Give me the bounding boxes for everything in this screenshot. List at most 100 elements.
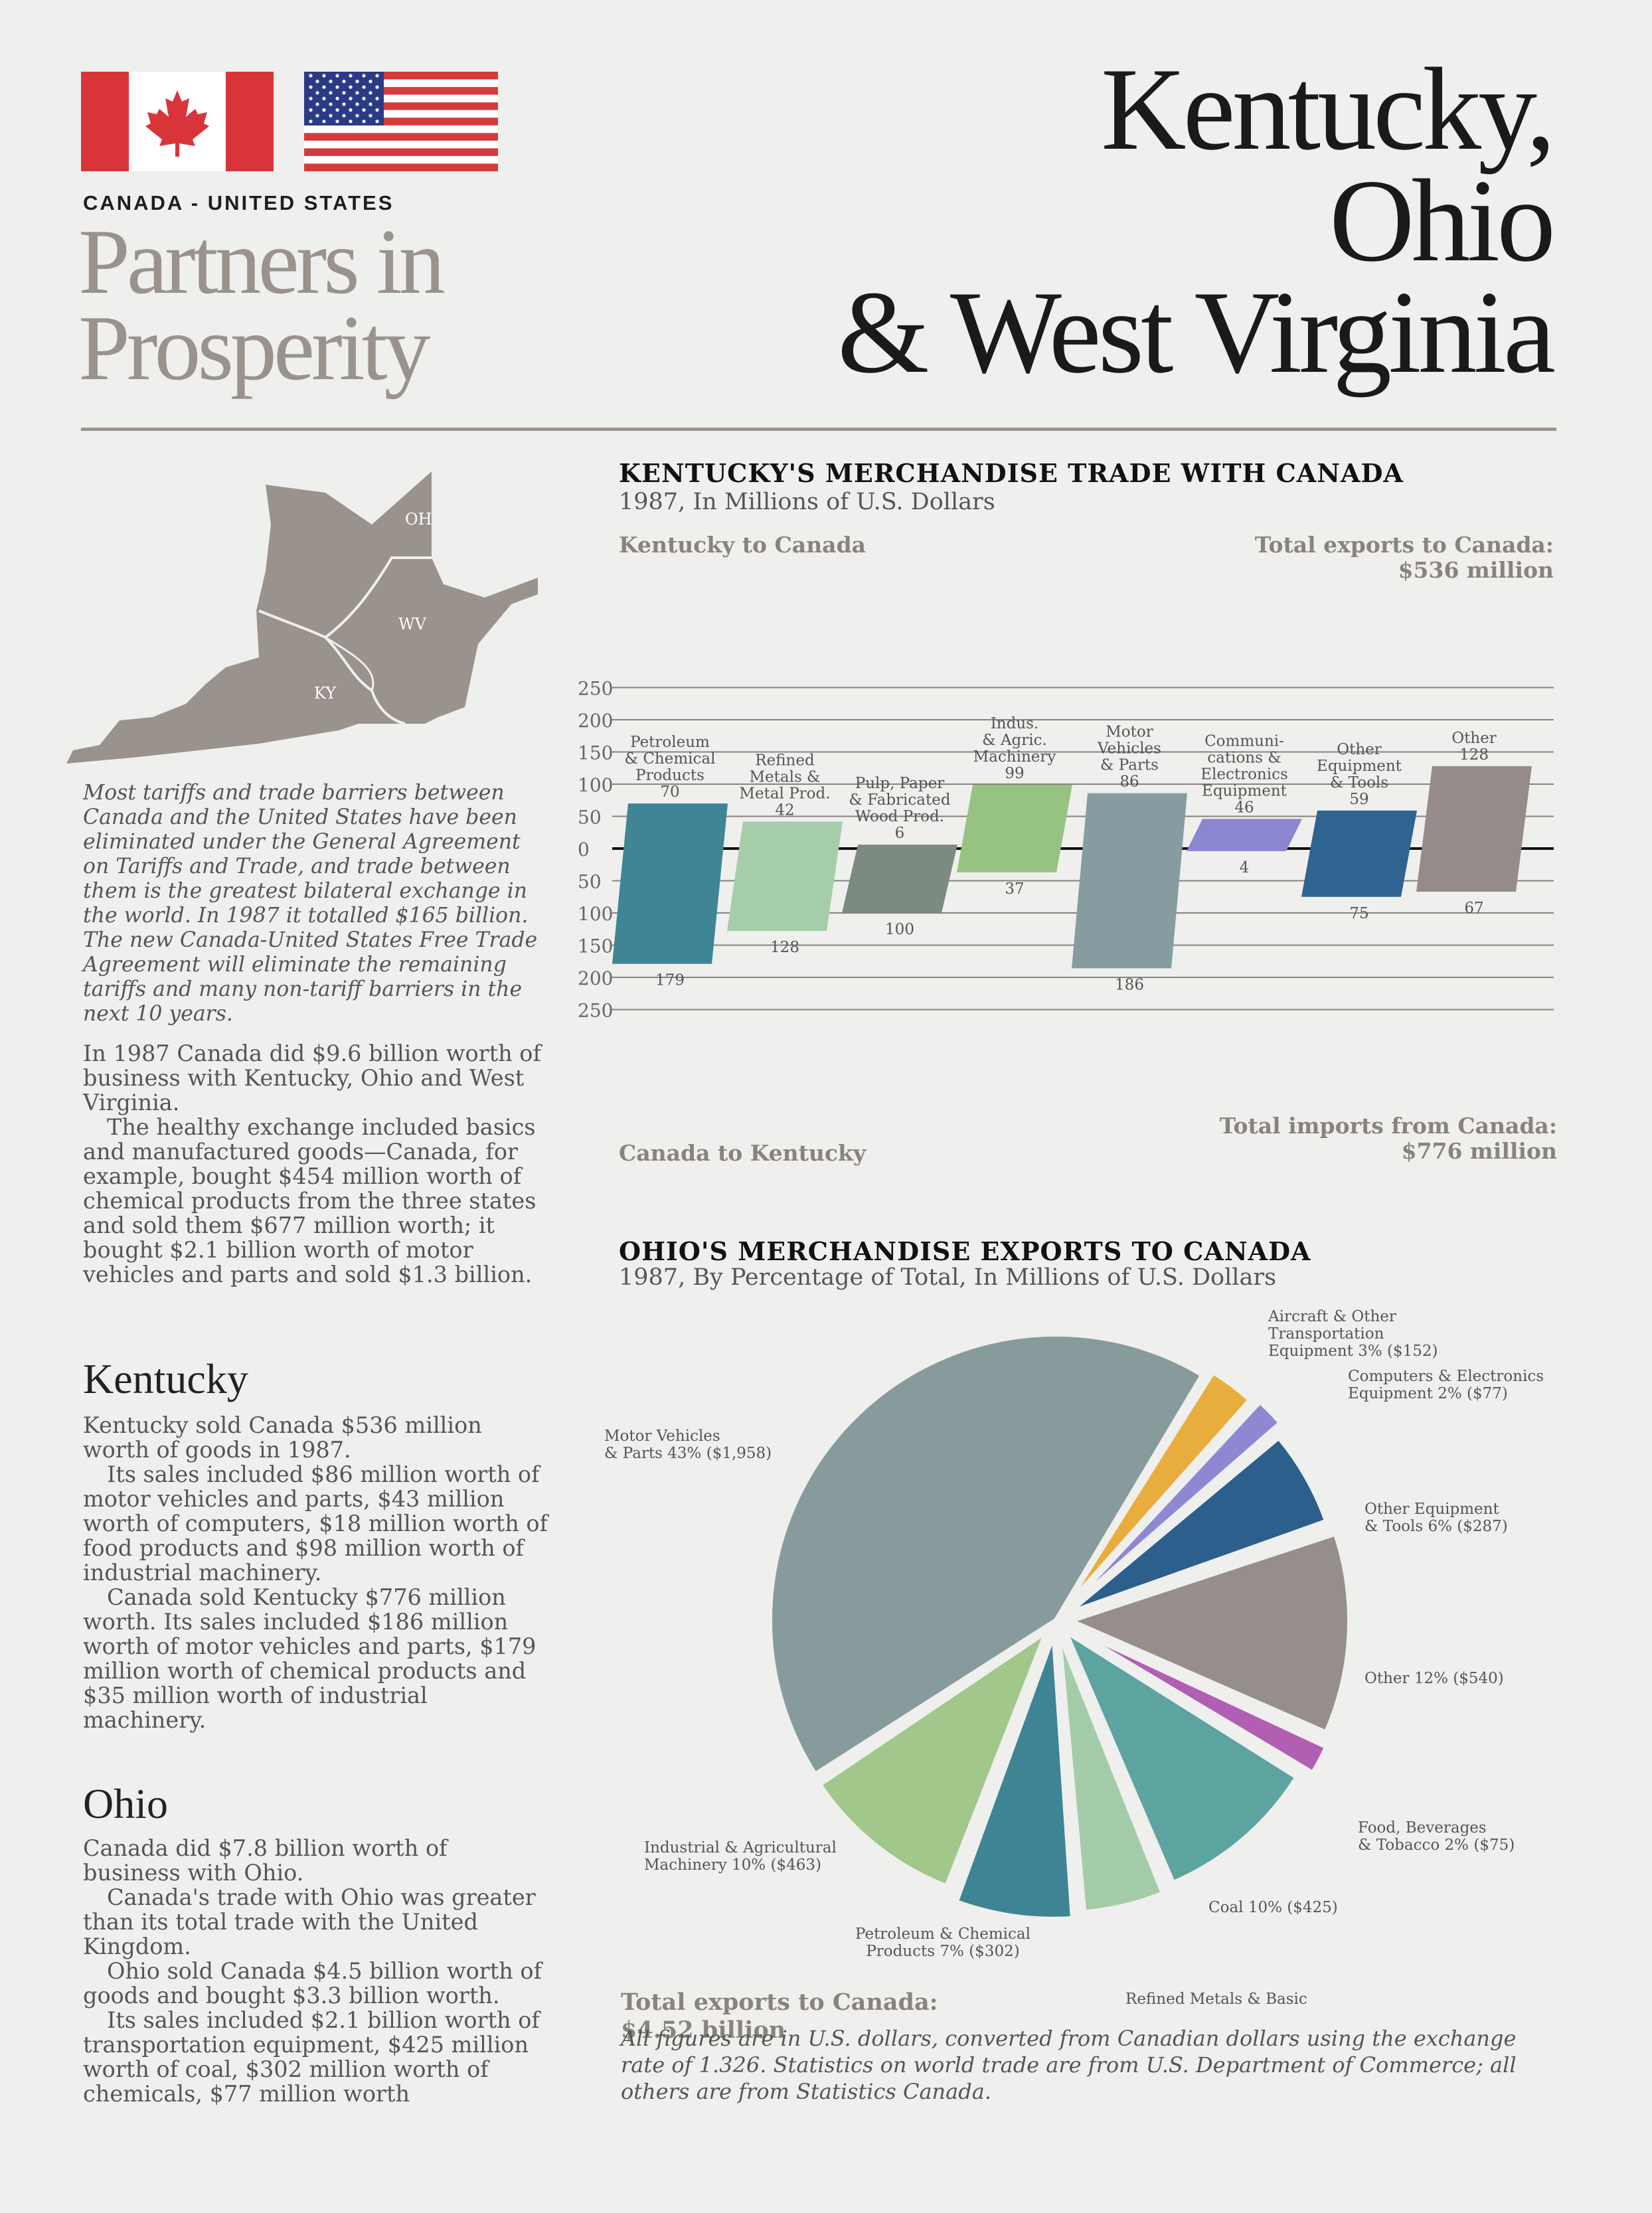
flag-star: [362, 108, 366, 112]
pie-slice-label: Motor Vehicles: [604, 1428, 720, 1445]
category-label: Vehicles: [1097, 740, 1161, 758]
ohio-total-value: $4.52 billion: [621, 2016, 786, 2044]
category-label: Electronics: [1200, 766, 1288, 783]
flag-star: [329, 91, 333, 95]
category-label: Pulp, Paper: [855, 775, 944, 792]
category-label: Other: [1337, 741, 1382, 758]
exports-total-label: Total exports to Canada:: [1255, 532, 1554, 558]
overview-paragraph-2: The healthy exchange included basics and…: [83, 1114, 537, 1287]
y-tick-label: 200: [578, 967, 613, 989]
pie-slice: [1057, 1635, 1165, 1914]
flag-star: [309, 74, 313, 78]
overview-paragraph-1: In 1987 Canada did $9.6 billion worth of…: [83, 1040, 541, 1115]
import-value-label: 4: [1240, 859, 1250, 876]
import-value-label: 100: [885, 921, 914, 938]
pie-slice: [1066, 1531, 1351, 1735]
pie-slice: [953, 1635, 1075, 1921]
category-label: Wood Prod.: [855, 808, 944, 825]
header-divider: [81, 428, 1556, 431]
category-label: cations &: [1207, 749, 1281, 766]
flag-star: [335, 96, 339, 100]
flag-star: [335, 74, 339, 78]
ohio-chart-title: OHIO'S MERCHANDISE EXPORTS TO CANADA: [619, 1236, 1311, 1266]
category-label: & Tools: [1330, 774, 1388, 791]
flag-stripe: [304, 133, 498, 141]
y-tick-label: 250: [578, 678, 613, 700]
bar: [1072, 793, 1187, 969]
bar: [727, 821, 843, 932]
bar: [612, 803, 728, 964]
canada-flag: [81, 72, 274, 171]
pie-slice: [1063, 1369, 1253, 1609]
flag-star: [335, 120, 339, 123]
flag-star: [309, 96, 313, 100]
flag-star: [322, 108, 326, 112]
kentucky-chart-title: KENTUCKY'S MERCHANDISE TRADE WITH CANADA: [619, 458, 1404, 488]
category-label: & Fabricated: [849, 791, 950, 809]
bar: [1416, 766, 1532, 892]
kentucky-paragraph-3: Canada sold Kentucky $776 million worth.…: [83, 1584, 537, 1733]
kentucky-text: Kentucky sold Canada $536 million worth …: [83, 1413, 548, 1732]
flag-star: [362, 120, 366, 123]
category-label: Indus.: [991, 715, 1039, 732]
kentucky-paragraph-1: Kentucky sold Canada $536 million worth …: [83, 1412, 482, 1463]
intro-paragraph: Most tariffs and trade barriers between …: [83, 781, 538, 1026]
kentucky-trade-chart: Kentucky to Canada Total exports to Cana…: [578, 532, 1557, 1166]
flag-star: [315, 102, 319, 106]
y-tick-label: 0: [578, 839, 590, 861]
pie-slice-label: Products 7% ($302): [866, 1943, 1019, 1960]
category-label: Products: [635, 767, 704, 784]
ohio-text: Canada did $7.8 billion worth of busines…: [83, 1836, 548, 2106]
category-label: Motor: [1106, 724, 1153, 741]
title-line-3: & West Virginia: [837, 266, 1556, 398]
flag-star: [362, 74, 366, 78]
flag-star: [342, 80, 346, 84]
ohio-total-label: Total exports to Canada:: [621, 1989, 938, 2016]
pie-slice-label: & Tools 6% ($287): [1364, 1518, 1508, 1535]
pie-slice-label: & Tobacco 2% ($75): [1358, 1837, 1515, 1854]
flag-star: [369, 80, 372, 84]
export-value-label: 42: [775, 801, 794, 819]
flag-star: [315, 114, 319, 118]
flag-star: [355, 114, 359, 118]
y-tick-label: 150: [578, 936, 613, 957]
pie-slice-label: & Parts 43% ($1,958): [604, 1445, 772, 1462]
y-tick-label: 50: [578, 807, 602, 829]
flag-star: [315, 91, 319, 95]
kentucky-chart-subtitle: 1987, In Millions of U.S. Dollars: [619, 489, 995, 515]
brand-title: Partners in Prosperity: [78, 210, 446, 400]
ohio-paragraph-1: Canada did $7.8 billion worth of busines…: [83, 1835, 448, 1886]
category-label: Equipment: [1202, 782, 1287, 799]
kentucky-heading: Kentucky: [83, 1355, 248, 1402]
category-label: Machinery: [973, 748, 1056, 766]
pie-slice-label: Machinery 10% ($463): [644, 1856, 821, 1874]
flag-star: [362, 96, 366, 100]
flag-star: [329, 80, 333, 84]
category-label: & Chemical: [625, 750, 716, 768]
flag-star: [322, 85, 326, 89]
category-label: & Parts: [1100, 757, 1159, 774]
flag-star: [369, 114, 372, 118]
bar: [957, 784, 1072, 872]
flag-star: [349, 96, 353, 100]
export-value-label: 99: [1005, 765, 1024, 782]
overview-text: In 1987 Canada did $9.6 billion worth of…: [83, 1041, 548, 1287]
bar: [1301, 810, 1417, 897]
imports-total-label: Total imports from Canada:: [1220, 1113, 1557, 1139]
flag-star: [322, 74, 326, 78]
flag-star: [349, 108, 353, 112]
ohio-paragraph-2: Canada's trade with Ohio was greater tha…: [83, 1884, 536, 1959]
flag-stripe: [304, 72, 498, 80]
import-value-label: 179: [655, 972, 685, 989]
flag-star: [375, 120, 379, 123]
import-value-label: 186: [1115, 976, 1144, 993]
map-label-ky: KY: [314, 684, 337, 702]
pie-slice: [1066, 1399, 1283, 1611]
category-label: & Agric.: [982, 732, 1047, 749]
pie-slice: [1068, 1435, 1329, 1614]
kentucky-paragraph-2: Its sales included $86 million worth of …: [83, 1461, 548, 1586]
y-tick-label: 250: [578, 1000, 613, 1022]
ohio-total: Total exports to Canada: $4.52 billion: [621, 1989, 938, 2044]
flag-star: [369, 91, 372, 95]
flag-star: [349, 120, 353, 123]
